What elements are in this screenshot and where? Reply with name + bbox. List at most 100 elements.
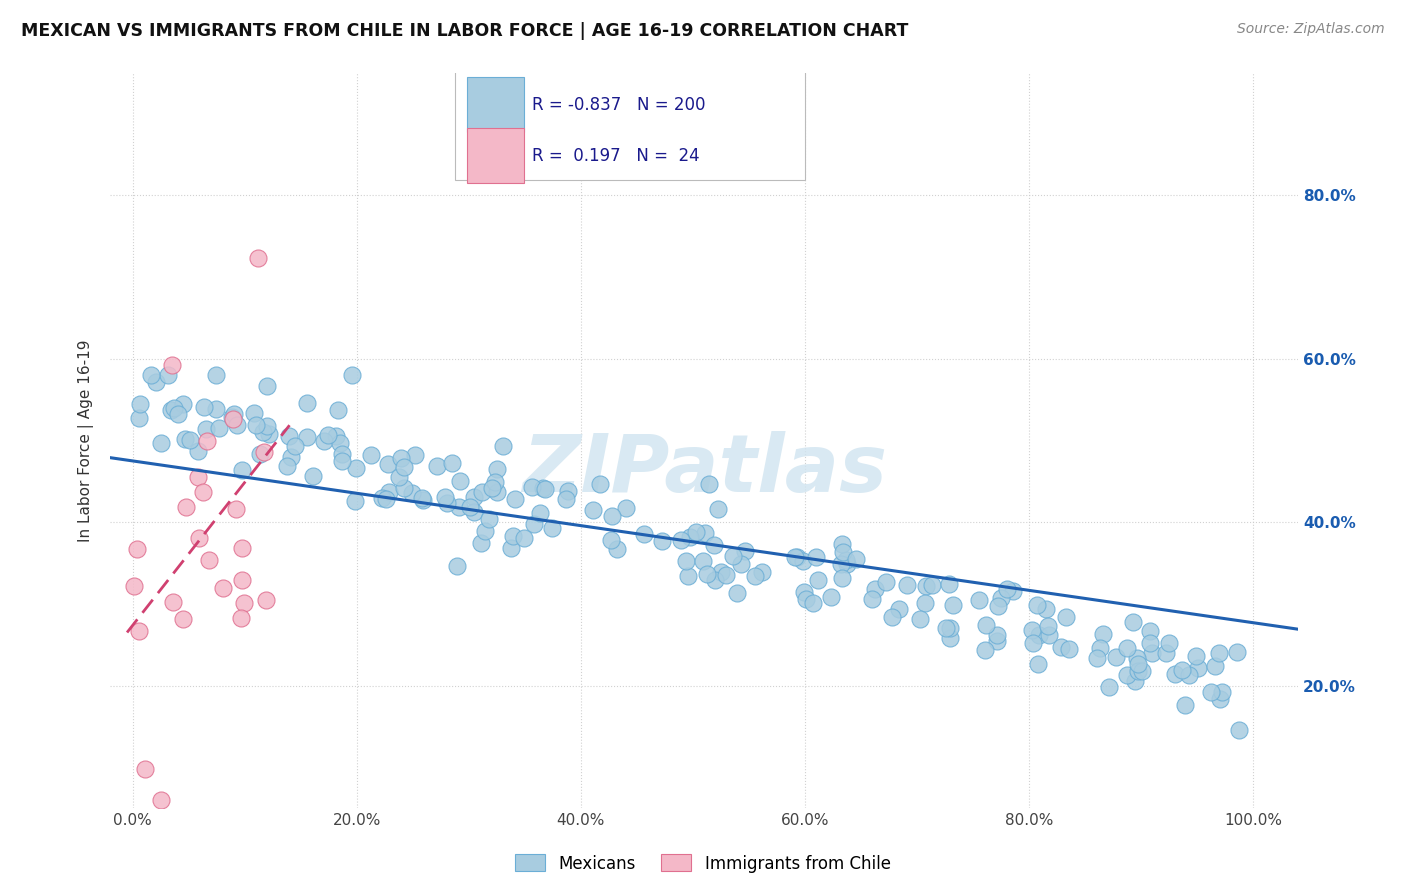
Point (990, 591, 1012, 606)
Point (1126, 657, 1149, 671)
Point (256, 379, 278, 393)
Point (1140, 646, 1163, 660)
Point (360, 448, 382, 462)
Point (910, 612, 932, 626)
Point (463, 490, 485, 504)
Point (522, 480, 544, 494)
Point (704, 573, 727, 587)
Point (316, 427, 339, 442)
Point (1187, 661, 1209, 675)
Point (685, 524, 707, 539)
Point (1171, 663, 1194, 677)
Point (122, 579, 145, 593)
Point (426, 458, 449, 473)
Point (150, 793, 173, 807)
Point (1088, 640, 1111, 655)
Point (1026, 598, 1049, 612)
Point (831, 537, 853, 551)
Point (344, 461, 367, 475)
Point (225, 502, 247, 516)
Point (1226, 645, 1249, 659)
Point (446, 559, 468, 574)
Point (725, 585, 748, 599)
Point (254, 593, 277, 607)
FancyBboxPatch shape (467, 128, 523, 183)
Point (935, 621, 957, 635)
Point (1085, 651, 1108, 665)
Point (484, 475, 506, 489)
Point (378, 485, 401, 500)
Point (1178, 668, 1201, 682)
Point (197, 553, 219, 567)
Point (557, 484, 579, 499)
Point (1038, 619, 1060, 633)
Point (679, 530, 702, 544)
Point (471, 484, 494, 499)
Point (513, 531, 536, 545)
Point (411, 491, 433, 505)
Point (499, 541, 522, 556)
Point (486, 462, 509, 476)
Text: R = -0.837   N = 200: R = -0.837 N = 200 (531, 95, 706, 113)
Point (600, 508, 623, 523)
Point (172, 397, 194, 411)
Point (278, 429, 301, 443)
Y-axis label: In Labor Force | Age 16-19: In Labor Force | Age 16-19 (79, 339, 94, 541)
Point (160, 358, 183, 372)
Point (502, 529, 524, 543)
Point (730, 558, 752, 572)
Point (863, 582, 886, 596)
Point (328, 403, 350, 417)
Point (256, 419, 278, 434)
Point (231, 541, 253, 555)
Point (1139, 636, 1161, 650)
Point (208, 421, 231, 435)
Point (231, 573, 253, 587)
Point (280, 450, 302, 464)
Point (246, 252, 269, 266)
Point (187, 443, 209, 458)
Point (204, 402, 226, 417)
Point (1126, 651, 1149, 665)
Point (433, 491, 456, 505)
Point (783, 550, 806, 565)
Point (1022, 636, 1045, 650)
Point (145, 376, 167, 390)
Point (172, 611, 194, 625)
Point (914, 596, 936, 610)
Point (1126, 664, 1149, 678)
Point (606, 541, 628, 556)
Point (1026, 657, 1049, 672)
Point (1208, 646, 1230, 660)
Point (167, 407, 190, 421)
Point (1092, 627, 1115, 641)
Point (463, 505, 485, 519)
Point (252, 425, 274, 440)
Point (1035, 602, 1057, 616)
Point (995, 582, 1018, 597)
Point (707, 502, 730, 516)
Point (915, 579, 938, 593)
Point (187, 470, 209, 484)
Point (134, 763, 156, 777)
Point (820, 591, 842, 605)
Point (221, 410, 243, 425)
Point (1098, 680, 1121, 694)
Point (128, 411, 150, 425)
Point (222, 412, 245, 426)
Point (242, 406, 264, 420)
Point (710, 565, 733, 579)
Point (942, 598, 965, 612)
FancyBboxPatch shape (454, 70, 806, 179)
Point (541, 520, 564, 534)
Point (329, 436, 352, 450)
Point (231, 463, 253, 477)
Point (377, 458, 399, 472)
Point (837, 558, 859, 572)
Point (987, 599, 1010, 614)
Point (481, 481, 503, 495)
Point (1021, 623, 1043, 637)
Point (1227, 723, 1250, 737)
Point (125, 541, 148, 556)
Point (375, 491, 398, 506)
